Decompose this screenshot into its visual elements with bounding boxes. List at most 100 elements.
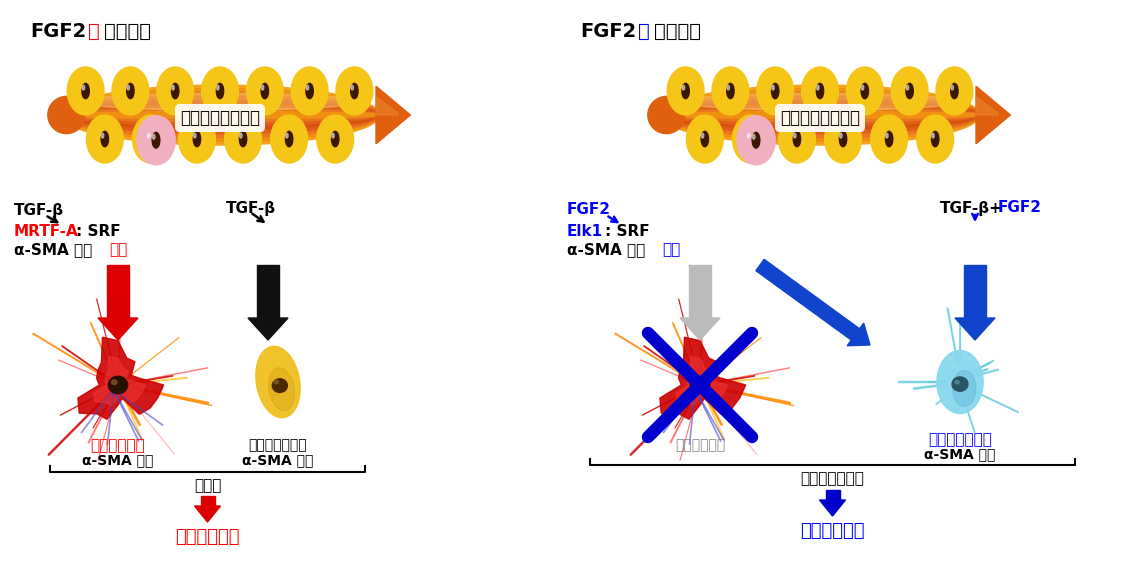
Ellipse shape — [951, 85, 953, 90]
Ellipse shape — [660, 97, 980, 134]
Polygon shape — [376, 86, 410, 144]
Ellipse shape — [148, 133, 150, 138]
Text: 表达状态: 表达状态 — [654, 22, 701, 41]
Ellipse shape — [701, 133, 704, 138]
Polygon shape — [848, 323, 870, 346]
Ellipse shape — [955, 380, 959, 384]
Ellipse shape — [224, 115, 261, 163]
Text: TGF-β: TGF-β — [227, 201, 276, 215]
Ellipse shape — [747, 132, 755, 147]
Ellipse shape — [273, 379, 287, 392]
Polygon shape — [195, 506, 221, 522]
Ellipse shape — [112, 380, 117, 384]
Text: 促进肿瘤形成: 促进肿瘤形成 — [176, 528, 240, 546]
Ellipse shape — [331, 133, 335, 138]
Ellipse shape — [60, 111, 380, 119]
Ellipse shape — [256, 346, 300, 418]
Ellipse shape — [727, 83, 734, 99]
Ellipse shape — [701, 132, 709, 147]
Ellipse shape — [60, 108, 380, 121]
Ellipse shape — [101, 133, 104, 138]
Ellipse shape — [660, 111, 980, 119]
Ellipse shape — [307, 85, 309, 90]
Text: 高: 高 — [638, 22, 650, 41]
Polygon shape — [976, 86, 1011, 144]
Ellipse shape — [350, 83, 358, 99]
Ellipse shape — [772, 83, 779, 99]
Ellipse shape — [47, 97, 85, 134]
Ellipse shape — [101, 132, 108, 147]
Text: FGF2: FGF2 — [999, 201, 1042, 215]
Bar — [201, 496, 214, 506]
Bar — [689, 265, 711, 318]
Bar — [825, 490, 840, 500]
Text: α-SMA 阳性: α-SMA 阳性 — [82, 453, 153, 467]
Ellipse shape — [171, 85, 175, 90]
Ellipse shape — [727, 85, 729, 90]
Text: : SRF: : SRF — [605, 224, 649, 239]
Ellipse shape — [193, 132, 201, 147]
Text: α-SMA 阴性: α-SMA 阴性 — [924, 447, 995, 461]
Ellipse shape — [133, 115, 169, 163]
Ellipse shape — [793, 133, 796, 138]
Ellipse shape — [779, 115, 815, 163]
Ellipse shape — [825, 115, 861, 163]
Ellipse shape — [291, 67, 328, 115]
Ellipse shape — [239, 132, 247, 147]
Ellipse shape — [60, 97, 380, 134]
Ellipse shape — [682, 85, 685, 90]
Ellipse shape — [906, 83, 913, 99]
Text: α-SMA 阴性: α-SMA 阴性 — [242, 453, 313, 467]
Ellipse shape — [916, 115, 953, 163]
Polygon shape — [676, 356, 727, 406]
Ellipse shape — [152, 134, 156, 139]
Polygon shape — [955, 318, 995, 340]
Polygon shape — [819, 500, 845, 516]
Ellipse shape — [801, 67, 838, 115]
Text: 运动性・繁殖性: 运动性・繁殖性 — [800, 471, 864, 486]
Ellipse shape — [747, 133, 749, 138]
Ellipse shape — [60, 101, 380, 129]
Ellipse shape — [691, 377, 710, 394]
Text: 減少: 減少 — [662, 242, 681, 257]
Ellipse shape — [840, 133, 842, 138]
Ellipse shape — [932, 132, 939, 147]
Text: 増加: 増加 — [109, 242, 127, 257]
Bar — [257, 265, 279, 318]
Text: α-SMA 表达: α-SMA 表达 — [14, 242, 92, 257]
Ellipse shape — [840, 132, 846, 147]
Ellipse shape — [79, 93, 361, 110]
Ellipse shape — [693, 380, 699, 384]
Text: FGF2: FGF2 — [567, 202, 611, 217]
Ellipse shape — [753, 134, 755, 139]
Ellipse shape — [680, 93, 961, 110]
Ellipse shape — [68, 67, 104, 115]
Ellipse shape — [937, 351, 983, 414]
Ellipse shape — [202, 67, 239, 115]
Ellipse shape — [951, 83, 958, 99]
Ellipse shape — [660, 85, 980, 145]
Text: Elk1: Elk1 — [567, 224, 603, 239]
Ellipse shape — [268, 368, 294, 411]
Ellipse shape — [60, 89, 380, 142]
Polygon shape — [376, 97, 398, 115]
Text: 抑制肿瘤形成: 抑制肿瘤形成 — [800, 522, 864, 540]
Ellipse shape — [261, 83, 268, 99]
Ellipse shape — [240, 133, 242, 138]
Polygon shape — [756, 259, 860, 340]
Ellipse shape — [331, 132, 339, 147]
Ellipse shape — [660, 89, 980, 142]
Ellipse shape — [660, 105, 980, 125]
Ellipse shape — [126, 83, 134, 99]
Ellipse shape — [952, 370, 976, 406]
Ellipse shape — [112, 67, 149, 115]
Text: 低: 低 — [88, 22, 100, 41]
Ellipse shape — [216, 85, 219, 90]
Bar — [107, 265, 128, 318]
Ellipse shape — [861, 83, 869, 99]
Ellipse shape — [682, 83, 690, 99]
Ellipse shape — [171, 83, 179, 99]
Ellipse shape — [270, 115, 308, 163]
Ellipse shape — [816, 83, 824, 99]
Ellipse shape — [247, 67, 283, 115]
